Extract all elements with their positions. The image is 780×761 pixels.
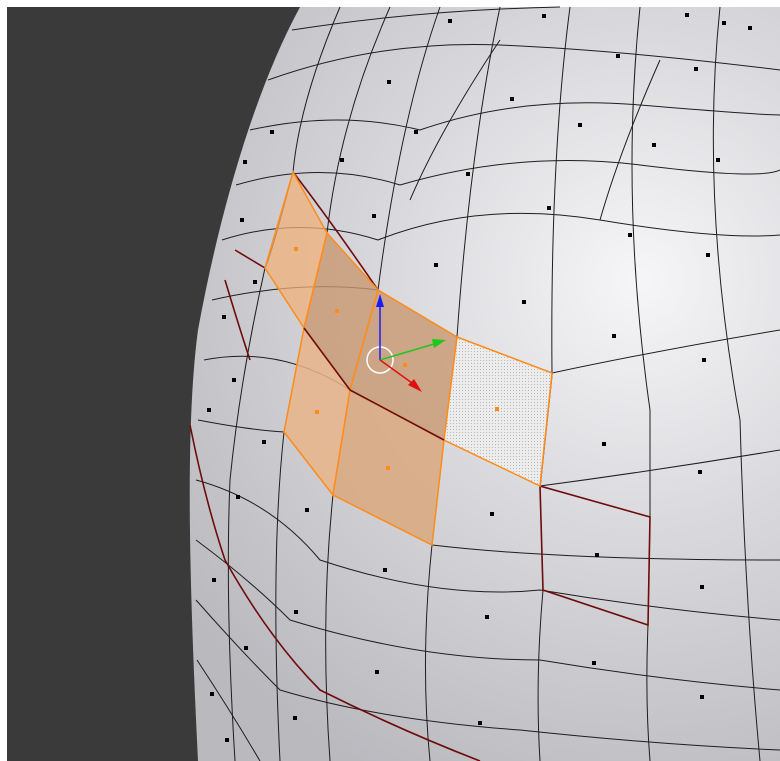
face-centers xyxy=(294,247,499,470)
mesh-wireframe xyxy=(195,6,780,761)
seam-edges xyxy=(189,171,651,761)
transform-gizmo[interactable] xyxy=(366,294,446,392)
face-dots xyxy=(207,13,752,742)
